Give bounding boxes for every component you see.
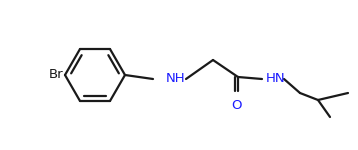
Text: NH: NH [166, 72, 186, 86]
Text: HN: HN [266, 72, 286, 86]
Text: O: O [232, 99, 242, 112]
Text: Br: Br [48, 69, 63, 81]
